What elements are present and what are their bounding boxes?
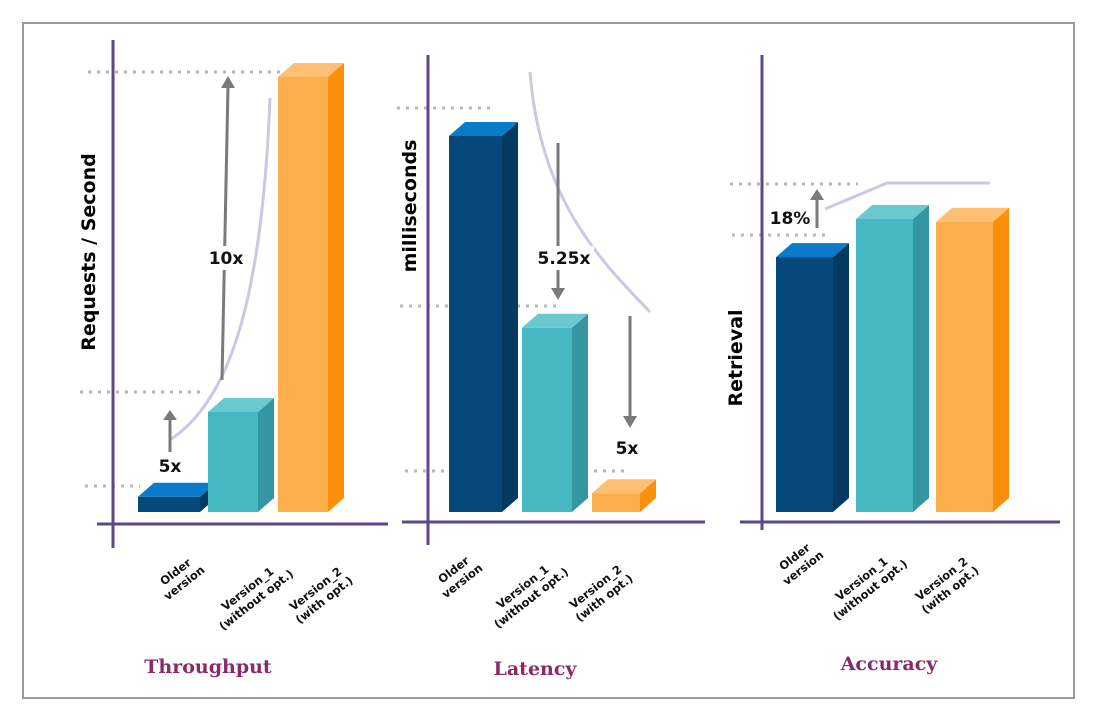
category-label: Version_1(without opt.)	[822, 546, 910, 624]
bar-top	[138, 482, 216, 497]
arrowhead-icon	[810, 189, 824, 200]
category-label: Version_1(without opt.)	[208, 556, 296, 634]
bar-side	[913, 205, 929, 512]
arrowhead-icon	[623, 416, 637, 428]
bar-top	[592, 479, 656, 494]
bar-version-2	[592, 479, 656, 512]
bar-side	[572, 313, 588, 512]
y-axis-label: Requests / Second	[78, 153, 100, 350]
bar-top	[208, 397, 274, 412]
bar-top	[522, 313, 588, 328]
bar-top	[776, 243, 849, 258]
bar-older	[138, 482, 216, 512]
latency-panel: 5.25x 5x milliseconds Latency	[397, 55, 705, 680]
bar-side	[502, 122, 518, 512]
annotation-18-percent: 18%	[770, 209, 811, 229]
category-label: Version_1(without opt.)	[483, 554, 571, 632]
bar-side	[640, 479, 656, 512]
y-axis-label: Retrieval	[725, 309, 747, 406]
bar-side	[258, 397, 274, 512]
bar-version-1	[522, 313, 588, 512]
bar-front	[208, 411, 258, 512]
bar-top	[936, 207, 1009, 222]
category-label: Version_2(with opt.)	[564, 560, 635, 624]
bar-side	[328, 63, 344, 512]
bar-side	[833, 243, 849, 512]
arrowhead-icon	[551, 288, 565, 300]
category-label: Version_2(with opt.)	[284, 562, 355, 626]
trend-curve	[528, 71, 652, 314]
chart-title: Throughput	[144, 656, 272, 678]
bar-front	[592, 493, 640, 512]
annotation-5-25x: 5.25x	[538, 249, 591, 269]
bar-version-1	[856, 205, 929, 512]
bar-side	[993, 207, 1009, 512]
bar-top	[856, 205, 929, 219]
figure-frame	[22, 22, 1075, 699]
y-axis-label: milliseconds	[399, 140, 421, 273]
throughput-panel: 5x 10x Requests / Second Throughput	[78, 40, 388, 678]
bar-version-2	[936, 207, 1009, 512]
chart-title: Latency	[494, 658, 578, 680]
annotation-10x: 10x	[209, 249, 244, 269]
accuracy-panel: 18% Retrieval Accuracy	[725, 55, 1060, 675]
bar-front	[936, 221, 993, 512]
trend-curve	[169, 97, 272, 442]
bar-top	[278, 63, 344, 77]
bar-front	[522, 327, 572, 512]
bar-version-1	[208, 397, 274, 512]
chart-title: Accuracy	[840, 653, 939, 675]
bar-front	[278, 77, 328, 512]
bar-front	[449, 136, 502, 512]
category-label: Version_2(with opt.)	[910, 552, 981, 616]
arrow-up-icon	[220, 85, 230, 381]
bar-front	[138, 496, 200, 512]
arrowhead-icon	[163, 410, 177, 420]
category-label: Olderversion	[152, 552, 207, 604]
trend-line	[824, 181, 990, 211]
bar-version-2	[278, 63, 344, 512]
bar-top	[449, 122, 518, 136]
arrowhead-icon	[221, 76, 235, 88]
category-label: Olderversion	[430, 550, 485, 602]
bar-front	[776, 257, 833, 512]
bar-front	[856, 219, 913, 512]
bar-older	[776, 243, 849, 512]
annotation-5x: 5x	[159, 457, 182, 477]
category-label: Olderversion	[771, 537, 826, 589]
bar-older	[449, 122, 518, 512]
annotation-5x: 5x	[616, 439, 639, 459]
